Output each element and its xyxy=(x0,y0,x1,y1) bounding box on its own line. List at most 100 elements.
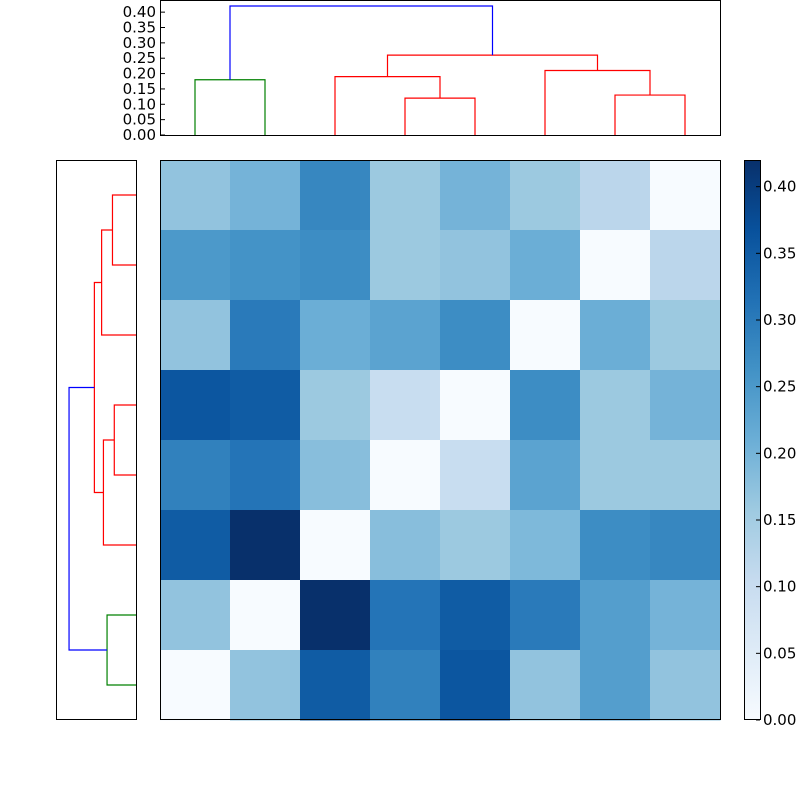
heatmap-cell-r3-c2 xyxy=(300,370,371,441)
heatmap-cell-r6-c6 xyxy=(580,580,651,651)
heatmap-cell-r2-c1 xyxy=(230,300,301,371)
colorbar-gradient xyxy=(744,160,760,720)
colorbar-tick-label: 0.10 xyxy=(763,578,796,596)
heatmap-cell-r5-c5 xyxy=(510,510,581,581)
heatmap-cell-r1-c6 xyxy=(580,230,651,301)
top-dendrogram-link-4 xyxy=(544,69,651,135)
left-dendrogram-frame xyxy=(56,160,137,720)
heatmap-cell-r4-c7 xyxy=(650,440,721,511)
left-dendrogram-link-5 xyxy=(106,614,136,686)
heatmap-cell-r2-c3 xyxy=(370,300,441,371)
top-dendrogram-ytick-label: 0.20 xyxy=(123,65,156,83)
heatmap-cell-r3-c5 xyxy=(510,370,581,441)
top-dendrogram-ytick-label: 0.35 xyxy=(123,19,156,37)
top-dendrogram-link-2 xyxy=(334,76,441,135)
top-dendrogram-ytick-label: 0.10 xyxy=(123,95,156,113)
top-dendrogram-ytick-label: 0.00 xyxy=(123,126,156,144)
heatmap-cell-r4-c4 xyxy=(440,440,511,511)
heatmap-cell-r6-c7 xyxy=(650,580,721,651)
heatmap-cell-r7-c1 xyxy=(230,650,301,721)
colorbar-tick-label: 0.35 xyxy=(763,244,796,262)
heatmap-cell-r2-c2 xyxy=(300,300,371,371)
heatmap-cell-r3-c7 xyxy=(650,370,721,441)
top-dendrogram-frame xyxy=(160,0,721,136)
heatmap-cell-r5-c0 xyxy=(160,510,231,581)
heatmap-cell-r5-c4 xyxy=(440,510,511,581)
heatmap-cell-r6-c3 xyxy=(370,580,441,651)
heatmap-cell-r4-c6 xyxy=(580,440,651,511)
left-dendrogram-link-4 xyxy=(93,281,104,494)
heatmap-cell-r4-c2 xyxy=(300,440,371,511)
heatmap-cell-r2-c7 xyxy=(650,300,721,371)
heatmap-cell-r0-c7 xyxy=(650,160,721,231)
colorbar-tick-label: 0.20 xyxy=(763,444,796,462)
heatmap-cell-r1-c3 xyxy=(370,230,441,301)
heatmap-cell-r1-c7 xyxy=(650,230,721,301)
top-dendrogram-ytick-label: 0.15 xyxy=(123,80,156,98)
heatmap-cell-r5-c7 xyxy=(650,510,721,581)
heatmap-cell-r1-c4 xyxy=(440,230,511,301)
heatmap-cell-r5-c6 xyxy=(580,510,651,581)
heatmap-cell-r4-c5 xyxy=(510,440,581,511)
heatmap xyxy=(160,160,721,721)
heatmap-cell-r4-c1 xyxy=(230,440,301,511)
heatmap-cell-r6-c2 xyxy=(300,580,371,651)
heatmap-cell-r6-c4 xyxy=(440,580,511,651)
top-dendrogram: 0.000.050.100.150.200.250.300.350.40 xyxy=(123,0,721,144)
heatmap-cell-r6-c5 xyxy=(510,580,581,651)
top-dendrogram-link-3 xyxy=(614,94,686,135)
top-dendrogram-link-5 xyxy=(386,54,599,77)
heatmap-cell-r1-c2 xyxy=(300,230,371,301)
colorbar-tick-label: 0.05 xyxy=(763,644,796,662)
top-dendrogram-link-0 xyxy=(194,79,266,135)
colorbar: 0.00 0.05 0.10 0.15 0.20 0.25 0.30 0.35 0.40 xyxy=(744,160,796,729)
top-dendrogram-ytick-label: 0.30 xyxy=(123,34,156,52)
heatmap-cell-r7-c3 xyxy=(370,650,441,721)
heatmap-cell-r0-c5 xyxy=(510,160,581,231)
heatmap-cell-r7-c0 xyxy=(160,650,231,721)
heatmap-cell-r4-c3 xyxy=(370,440,441,511)
heatmap-cell-r1-c0 xyxy=(160,230,231,301)
heatmap-cell-r7-c4 xyxy=(440,650,511,721)
heatmap-cell-r0-c4 xyxy=(440,160,511,231)
heatmap-cell-r3-c1 xyxy=(230,370,301,441)
heatmap-cell-r5-c3 xyxy=(370,510,441,581)
left-dendrogram-link-1 xyxy=(101,229,136,336)
heatmap-cell-r6-c0 xyxy=(160,580,231,651)
heatmap-cell-r1-c1 xyxy=(230,230,301,301)
heatmap-cell-r6-c1 xyxy=(230,580,301,651)
colorbar-tick-label: 0.30 xyxy=(763,311,796,329)
top-dendrogram-ytick-label: 0.25 xyxy=(123,49,156,67)
left-dendrogram-link-6 xyxy=(68,386,108,651)
colorbar-frame xyxy=(744,160,761,720)
heatmap-cell-r2-c4 xyxy=(440,300,511,371)
heatmap-cell-r0-c2 xyxy=(300,160,371,231)
heatmap-cell-r3-c0 xyxy=(160,370,231,441)
colorbar-tick-label: 0.15 xyxy=(763,511,796,529)
heatmap-cell-r3-c4 xyxy=(440,370,511,441)
heatmap-cell-r5-c2 xyxy=(300,510,371,581)
heatmap-cell-r7-c6 xyxy=(580,650,651,721)
top-dendrogram-ytick-label: 0.40 xyxy=(123,3,156,21)
heatmap-cell-r7-c2 xyxy=(300,650,371,721)
top-dendrogram-link-1 xyxy=(404,97,476,135)
left-dendrogram-link-0 xyxy=(111,194,136,266)
heatmap-cell-r0-c0 xyxy=(160,160,231,231)
heatmap-cell-r0-c1 xyxy=(230,160,301,231)
heatmap-cell-r1-c5 xyxy=(510,230,581,301)
heatmap-cell-r7-c5 xyxy=(510,650,581,721)
heatmap-cell-r0-c6 xyxy=(580,160,651,231)
colorbar-tick-label: 0.25 xyxy=(763,378,796,396)
top-dendrogram-ytick-label: 0.05 xyxy=(123,111,156,129)
colorbar-tick-label: 0.00 xyxy=(763,711,796,729)
heatmap-cell-r3-c6 xyxy=(580,370,651,441)
left-dendrogram-link-2 xyxy=(113,404,136,476)
colorbar-tick-label: 0.40 xyxy=(763,178,796,196)
heatmap-cell-r3-c3 xyxy=(370,370,441,441)
heatmap-frame xyxy=(160,160,721,720)
heatmap-cell-r2-c5 xyxy=(510,300,581,371)
heatmap-cell-r2-c0 xyxy=(160,300,231,371)
heatmap-cell-r2-c6 xyxy=(580,300,651,371)
heatmap-cell-r0-c3 xyxy=(370,160,441,231)
